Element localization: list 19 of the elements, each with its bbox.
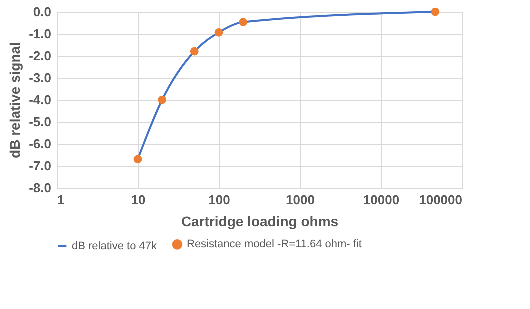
y-tick-label: -3.0 [29,70,52,86]
x-tick-label: 100000 [419,192,462,208]
legend-label: Resistance model -R=11.64 ohm- fit [187,238,362,251]
y-tick-label: -7.0 [29,158,52,174]
x-tick-label: 1000 [286,192,315,208]
x-tick-label: 10000 [363,192,400,208]
x-tick-label: 100 [208,192,230,208]
y-tick-label: 0.0 [33,4,52,20]
x-tick-label: 10 [131,192,146,208]
y-tick-label: -2.0 [29,48,52,64]
legend-label: dB relative to 47k [72,240,158,252]
y-tick-label: -6.0 [29,136,52,152]
y-tick-label: -8.0 [29,180,52,196]
y-axis-title: dB relative signal [7,42,24,158]
x-axis-title: Cartridge loading ohms [181,214,339,230]
x-tick-label: 1 [58,192,65,208]
y-tick-label: -5.0 [29,114,52,130]
y-tick-label: -1.0 [29,26,52,42]
y-tick-label: -4.0 [29,92,52,108]
